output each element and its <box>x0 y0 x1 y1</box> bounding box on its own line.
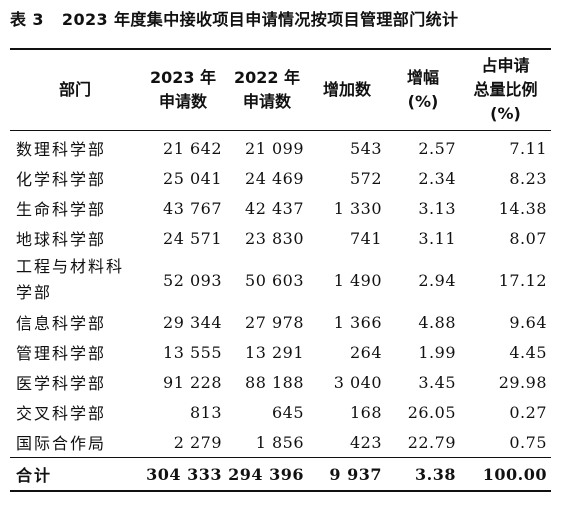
increase-cell: 543 <box>349 138 382 158</box>
header-2023: 2023 年申请数 <box>149 68 217 111</box>
growth-cell: 4.88 <box>418 312 456 332</box>
share-cell: 0.75 <box>509 432 547 452</box>
dept-cell: 管理科学部 <box>16 344 107 363</box>
total-increase: 9 937 <box>329 464 382 484</box>
total-growth: 3.38 <box>415 464 456 484</box>
table-title: 2023 年度集中接收项目申请情况按项目管理部门统计 <box>61 10 459 29</box>
increase-cell: 423 <box>349 432 382 452</box>
growth-cell: 26.05 <box>407 402 456 422</box>
increase-cell: 741 <box>349 228 382 248</box>
increase-cell: 3 040 <box>333 372 382 392</box>
increase-cell: 572 <box>349 168 382 188</box>
y2022-cell: 23 830 <box>245 228 304 248</box>
table-row: 国际合作局 2 279 1 856 423 22.79 0.75 <box>10 427 551 458</box>
y2023-cell: 43 767 <box>163 198 222 218</box>
table-row: 工程与材料科学部 52 093 50 603 1 490 2.94 17.12 <box>10 253 551 307</box>
table-header: 部门 2023 年申请数 2022 年申请数 增加数 增幅 (%) 占申请 总量比例… <box>10 49 551 131</box>
increase-cell: 1 330 <box>333 198 382 218</box>
table-row: 地球科学部 24 571 23 830 741 3.11 8.07 <box>10 223 551 253</box>
table-body: 数理科学部 21 642 21 099 543 2.57 7.11 化学科学部 … <box>10 131 551 491</box>
y2022-cell: 24 469 <box>245 168 304 188</box>
y2023-cell: 813 <box>189 402 222 422</box>
dept-cell: 地球科学部 <box>16 230 107 249</box>
dept-cell: 信息科学部 <box>16 314 107 333</box>
table-row: 交叉科学部 813 645 168 26.05 0.27 <box>10 397 551 427</box>
y2022-cell: 50 603 <box>245 270 304 290</box>
header-dept: 部门 <box>58 80 91 99</box>
share-cell: 29.98 <box>498 372 547 392</box>
total-share: 100.00 <box>482 464 547 484</box>
table-row: 信息科学部 29 344 27 978 1 366 4.88 9.64 <box>10 307 551 337</box>
table-row: 管理科学部 13 555 13 291 264 1.99 4.45 <box>10 337 551 367</box>
y2023-cell: 13 555 <box>163 342 222 362</box>
increase-cell: 264 <box>349 342 382 362</box>
growth-cell: 22.79 <box>407 432 456 452</box>
y2022-cell: 13 291 <box>245 342 304 362</box>
share-cell: 8.07 <box>509 228 547 248</box>
y2022-cell: 27 978 <box>245 312 304 332</box>
table-number: 表 3 <box>10 10 44 29</box>
y2022-cell: 21 099 <box>245 138 304 158</box>
header-increase: 增加数 <box>322 80 371 99</box>
y2023-cell: 25 041 <box>163 168 222 188</box>
share-cell: 8.23 <box>509 168 547 188</box>
share-cell: 9.64 <box>509 312 547 332</box>
y2023-cell: 2 279 <box>173 432 222 452</box>
y2022-cell: 645 <box>271 402 304 422</box>
y2023-cell: 21 642 <box>163 138 222 158</box>
y2023-cell: 29 344 <box>163 312 222 332</box>
y2023-cell: 52 093 <box>163 270 222 290</box>
header-share: 占申请 总量比例 (%) <box>473 56 538 123</box>
header-growth: 增幅 (%) <box>406 68 439 111</box>
dept-cell: 国际合作局 <box>16 434 107 453</box>
dept-cell: 工程与材料科学部 <box>16 257 125 302</box>
share-cell: 17.12 <box>498 270 547 290</box>
y2023-cell: 91 228 <box>163 372 222 392</box>
total-y2023: 304 333 <box>146 464 222 484</box>
increase-cell: 1 490 <box>333 270 382 290</box>
share-cell: 14.38 <box>498 198 547 218</box>
statistics-table: 部门 2023 年申请数 2022 年申请数 增加数 增幅 (%) 占申请 总量比例… <box>10 48 551 492</box>
growth-cell: 2.94 <box>418 270 456 290</box>
dept-cell: 数理科学部 <box>16 140 107 159</box>
table-row: 数理科学部 21 642 21 099 543 2.57 7.11 <box>10 131 551 164</box>
growth-cell: 3.45 <box>418 372 456 392</box>
header-row: 部门 2023 年申请数 2022 年申请数 增加数 增幅 (%) 占申请 总量比例… <box>10 49 551 131</box>
share-cell: 7.11 <box>509 138 547 158</box>
growth-cell: 3.11 <box>418 228 456 248</box>
header-2022: 2022 年申请数 <box>233 68 301 111</box>
total-label: 合计 <box>16 466 53 485</box>
increase-cell: 1 366 <box>333 312 382 332</box>
total-y2022: 294 396 <box>228 464 304 484</box>
table-caption: 表 3 2023 年度集中接收项目申请情况按项目管理部门统计 <box>10 6 553 34</box>
dept-cell: 生命科学部 <box>16 200 107 219</box>
y2023-cell: 24 571 <box>163 228 222 248</box>
growth-cell: 2.34 <box>418 168 456 188</box>
dept-cell: 化学科学部 <box>16 170 107 189</box>
growth-cell: 2.57 <box>418 138 456 158</box>
y2022-cell: 42 437 <box>245 198 304 218</box>
growth-cell: 3.13 <box>418 198 456 218</box>
dept-cell: 交叉科学部 <box>16 404 107 423</box>
share-cell: 4.45 <box>509 342 547 362</box>
dept-cell: 医学科学部 <box>16 374 107 393</box>
increase-cell: 168 <box>349 402 382 422</box>
share-cell: 0.27 <box>509 402 547 422</box>
table-row: 医学科学部 91 228 88 188 3 040 3.45 29.98 <box>10 367 551 397</box>
growth-cell: 1.99 <box>418 342 456 362</box>
y2022-cell: 1 856 <box>255 432 304 452</box>
y2022-cell: 88 188 <box>245 372 304 392</box>
table-row: 化学科学部 25 041 24 469 572 2.34 8.23 <box>10 163 551 193</box>
table-row: 生命科学部 43 767 42 437 1 330 3.13 14.38 <box>10 193 551 223</box>
total-row: 合计 304 333 294 396 9 937 3.38 100.00 <box>10 457 551 491</box>
